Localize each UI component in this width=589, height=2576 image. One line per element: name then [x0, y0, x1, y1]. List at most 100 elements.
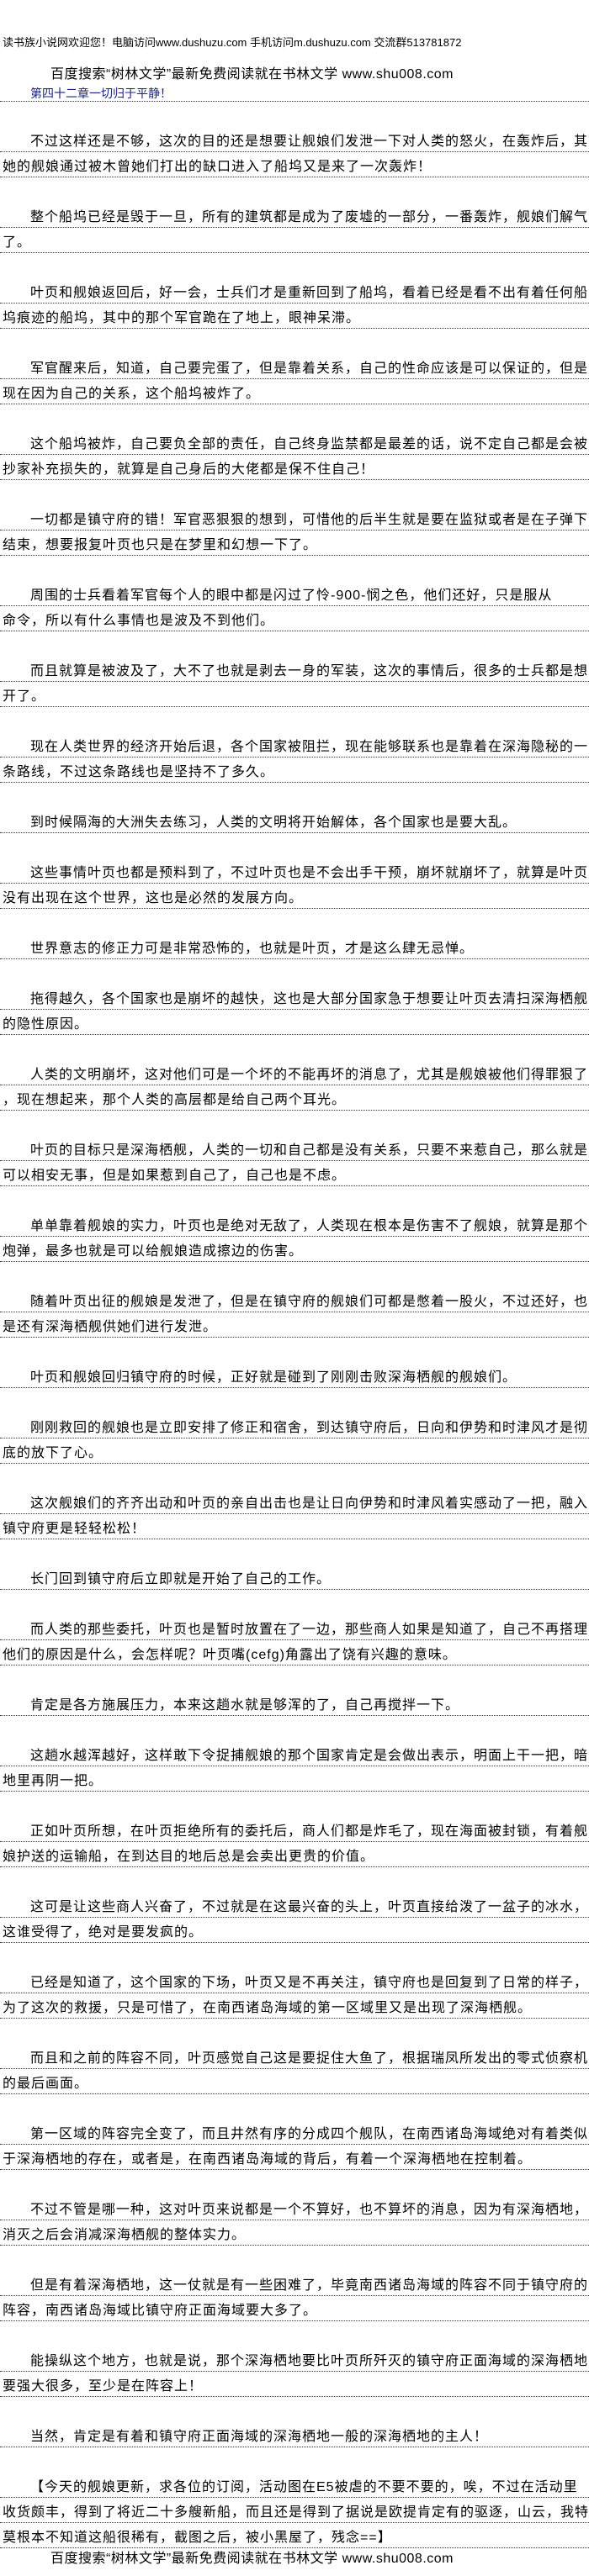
paragraph-spacer [0, 480, 589, 505]
paragraph-line: 周围的士兵看着军官每个人的眼中都是闪过了怜-900-悯之色，他们还好，只是服从 [0, 581, 589, 606]
paragraph-line: 坞痕迹的船坞，其中的那个军官跪在了地上，眼神呆滞。 [0, 304, 589, 329]
paragraph-spacer [0, 177, 589, 203]
paragraph-line: 这些事情叶页也都是预料到了，不过叶页也是不会出手干预，崩坏就崩坏了，就算是叶页 [0, 858, 589, 884]
paragraph-line: 叶页的目标只是深海栖舰，人类的一切和自己都是没有关系，只要不来惹自己，那么就是 [0, 1136, 589, 1161]
paragraph-line: 随着叶页出征的舰娘是发泄了，但是在镇守府的舰娘们可都是憋着一股火，不过还好，也 [0, 1287, 589, 1312]
paragraph-line: 命令，所以有什么事情也是波及不到他们。 [0, 606, 589, 631]
paragraph-spacer [0, 833, 589, 858]
paragraph-line: 拖得越久，各个国家也是崩坏的越快，这也是大部分国家急于想要让叶页去清扫深海栖舰 [0, 984, 589, 1010]
paragraph-line: 这个船坞被炸，自己要负全部的责任，自己终身监禁都是最差的话，说不定自己都是会被 [0, 430, 589, 455]
paragraph-line: 为了这次的救援，只是可惜了，在南西诸岛海域的第一区域里又是出现了深海栖舰。 [0, 1993, 589, 2019]
chapter-content: 第四十二章一切归于平静！ 不过这样还是不够，这次的目的还是想要让舰娘们发泄一下对… [0, 77, 589, 2570]
paragraph-line: 正如叶页所想，在叶页拒绝所有的委托后，商人们都是炸毛了，现在海面被封锁，有着舰 [0, 1817, 589, 1842]
site-welcome-banner: 读书族小说网欢迎您！电脑访问www.dushuzu.com 手机访问m.dush… [3, 36, 462, 49]
paragraph-line: 而人类的那些委托，叶页也是暂时放置在了一边，那些商人如果是知道了，自己不再搭理 [0, 1615, 589, 1640]
paragraph-spacer [0, 2170, 589, 2195]
paragraph-line: 炮弹，最多也就是可以给舰娘造成擦边的伤害。 [0, 1237, 589, 1262]
paragraph-line: 长门回到镇守府后立即就是开始了自己的工作。 [0, 1565, 589, 1590]
paragraph-spacer [0, 1792, 589, 1817]
paragraph-spacer [0, 909, 589, 934]
paragraph-spacer [0, 707, 589, 732]
paragraph-spacer [0, 1539, 589, 1565]
paragraph-spacer [0, 959, 589, 984]
paragraph-line: 抄家补充损失的，就算是自己身后的大佬都是保不住自己！ [0, 455, 589, 480]
paragraph-line: 一切都是镇守府的错！军官恶狠狠的想到，可惜他的后半生就是要在监狱或者是在子弹下 [0, 505, 589, 531]
paragraph-line: 这次舰娘们的齐齐出动和叶页的亲自出击也是让日向伊势和时津风着实感动了一把，融入 [0, 1489, 589, 1514]
paragraph-line: 这趟水越浑越好，这样敢下令捉捕舰娘的那个国家肯定是会做出表示，明面上干一把，暗 [0, 1741, 589, 1766]
paragraph-line: 而且和之前的阵容不同，叶页感觉自己这是要捉住大鱼了，根据瑞凤所发出的零式侦察机 [0, 2044, 589, 2069]
paragraph-line: 莫根本不知道这船很稀有，截图之后，被小黑屋了，残念==】 [0, 2523, 589, 2548]
paragraph-spacer [0, 556, 589, 581]
paragraph-line: 整个船坞已经是毁于一旦，所有的建筑都是成为了废墟的一部分，一番轰炸，舰娘们解气 [0, 203, 589, 228]
paragraph-line: 这谁受得了，绝对是要发疯的。 [0, 1918, 589, 1943]
paragraph-spacer [0, 1464, 589, 1489]
baidu-search-promo: 百度搜索“树林文学”最新免费阅读就在书林文学 www.shu008.com [50, 67, 454, 82]
paragraph-line: 叶页和舰娘返回后，好一会，士兵们才是重新回到了船坞，看着已经是看不出有着任何船 [0, 278, 589, 304]
paragraph-line: 地里再阴一把。 [0, 1766, 589, 1792]
paragraph-spacer [0, 404, 589, 430]
paragraph-line: 而且就算是被波及了，大不了也就是剥去一身的军装，这次的事情后，很多的士兵都是想 [0, 657, 589, 682]
paragraph-spacer [0, 1943, 589, 1968]
paragraph-line: ，现在想起来，那个人类的高层都是给自己两个耳光。 [0, 1085, 589, 1111]
paragraph-line: 不过这样还是不够，这次的目的还是想要让舰娘们发泄一下对人类的怒火，在轰炸后，其 [0, 127, 589, 152]
paragraph-spacer [0, 1867, 589, 1892]
paragraph-line: 阵容，南西诸岛海域比镇守府正面海域要大多了。 [0, 2296, 589, 2321]
paragraph-spacer [0, 329, 589, 354]
paragraph-line: 没有出现在这个世界，这也是必然的发展方向。 [0, 884, 589, 909]
paragraph-spacer [0, 2094, 589, 2119]
paragraph-spacer [0, 1665, 589, 1691]
paragraph-line: 人类的文明崩坏，这对他们可是一个坏的不能再坏的消息了，尤其是舰娘被他们得罪狠了 [0, 1060, 589, 1085]
paragraph-line: 镇守府更是轻轻松松！ [0, 1514, 589, 1539]
paragraph-line: 第一区域的阵容完全变了，而且井然有序的分成四个舰队，在南西诸岛海域绝对有着类似 [0, 2119, 589, 2145]
paragraph-line: 开了。 [0, 682, 589, 707]
paragraph-line: 可以相安无事，但是如果惹到自己了，自己也是不虑。 [0, 1161, 589, 1186]
paragraph-line: 收货颇丰，得到了将近二十多艘新船，而且还是得到了据说是欧提肯定有的驱逐，山云，我… [0, 2498, 589, 2523]
paragraph-spacer [0, 1186, 589, 1211]
paragraph-line: 【今天的舰娘更新，求各位的订阅，活动图在E5被虐的不要不要的，唉，不过在活动里 [0, 2473, 589, 2498]
paragraph-line: 叶页和舰娘回归镇守府的时候，正好就是碰到了刚刚击败深海栖舰的舰娘们。 [0, 1363, 589, 1388]
paragraph-spacer [0, 1035, 589, 1060]
paragraph-line: 到时候隔海的大洲失去练习，人类的文明将开始解体，各个国家也是要大乱。 [0, 808, 589, 833]
paragraph-spacer [0, 1716, 589, 1741]
paragraph-spacer [0, 1262, 589, 1287]
paragraph-spacer [0, 2397, 589, 2422]
paragraph-spacer [0, 1338, 589, 1363]
paragraph-line: 能操纵这个地方，也就是说，那个深海栖地要比叶页所歼灭的镇守府正面海域的深海栖地 [0, 2346, 589, 2372]
paragraph-line: 已经是知道了，这个国家的下场，叶页又是不再关注，镇守府也是回复到了日常的样子， [0, 1968, 589, 1993]
paragraph-line: 现在人类世界的经济开始后退，各个国家被阻拦，现在能够联系也是靠着在深海隐秘的一 [0, 732, 589, 757]
paragraph-line: 她的舰娘通过被木曾她们打出的缺口进入了船坞又是来了一次轰炸！ [0, 152, 589, 177]
paragraph-line: 当然，肯定是有着和镇守府正面海域的深海栖地一般的深海栖地的主人！ [0, 2422, 589, 2447]
paragraph-line: 刚刚救回的舰娘也是立即安排了修正和宿舍，到达镇守府后，日向和伊势和时津风才是彻 [0, 1413, 589, 1438]
paragraph-line: 了。 [0, 228, 589, 253]
paragraph-line: 底的放下了心。 [0, 1438, 589, 1464]
paragraph-spacer [0, 1590, 589, 1615]
paragraph-line: 这可是让这些商人兴奋了，不过就是在这最兴奋的头上，叶页直接给泼了一盆子的冰水， [0, 1892, 589, 1918]
paragraph-line: 结束，想要报复叶页也只是在梦里和幻想一下了。 [0, 531, 589, 556]
paragraph-spacer [0, 2019, 589, 2044]
paragraph-line: 肯定是各方施展压力，本来这趟水就是够浑的了，自己再搅拌一下。 [0, 1691, 589, 1716]
paragraph-line: 于深海栖地的存在，或者是，在南西诸岛海域的背后，有着一个深海栖地在控制着。 [0, 2145, 589, 2170]
paragraph-line: 是还有深海栖舰供她们进行发泄。 [0, 1312, 589, 1338]
paragraph-spacer [0, 2246, 589, 2271]
paragraph-spacer [0, 1111, 589, 1136]
paragraph-line: 消灭之后会消减深海栖舰的整体实力。 [0, 2220, 589, 2246]
paragraph-line: 不过不管是哪一种，这对叶页来说都是一个不算好，也不算坏的消息，因为有深海栖地， [0, 2195, 589, 2220]
paragraph-line: 现在因为自己的关系，这个船坞被炸了。 [0, 379, 589, 404]
paragraph-spacer [0, 1388, 589, 1413]
footer-baidu-promo: 百度搜索“树林文学”最新免费阅读就在书林文学 www.shu008.com [50, 2552, 454, 2566]
paragraph-line: 单单靠着舰娘的实力，叶页也是绝对无敌了，人类现在根本是伤害不了舰娘，就算是那个 [0, 1211, 589, 1237]
paragraph-spacer [0, 253, 589, 278]
paragraph-spacer [0, 631, 589, 657]
chapter-title: 第四十二章一切归于平静！ [0, 77, 589, 102]
paragraph-line: 他们的原因是什么，会怎样呢？叶页嘴(cefg)角露出了饶有兴趣的意味。 [0, 1640, 589, 1665]
paragraph-spacer [0, 102, 589, 127]
paragraph-line: 的隐性原因。 [0, 1010, 589, 1035]
paragraph-line: 军官醒来后，知道，自己要完蛋了，但是靠着关系，自己的性命应该是可以保证的，但是 [0, 354, 589, 379]
paragraph-spacer [0, 2321, 589, 2346]
paragraph-spacer [0, 783, 589, 808]
paragraph-line: 的最后画面。 [0, 2069, 589, 2094]
paragraph-line: 世界意志的修正力可是非常恐怖的，也就是叶页，才是这么肆无忌惮。 [0, 934, 589, 959]
paragraph-spacer [0, 2447, 589, 2473]
paragraph-line: 条路线，不过这条路线也是坚持不了多久。 [0, 757, 589, 783]
paragraph-line: 但是有着深海栖地，这一仗就是有一些困难了，毕竟南西诸岛海域的阵容不同于镇守府的 [0, 2271, 589, 2296]
